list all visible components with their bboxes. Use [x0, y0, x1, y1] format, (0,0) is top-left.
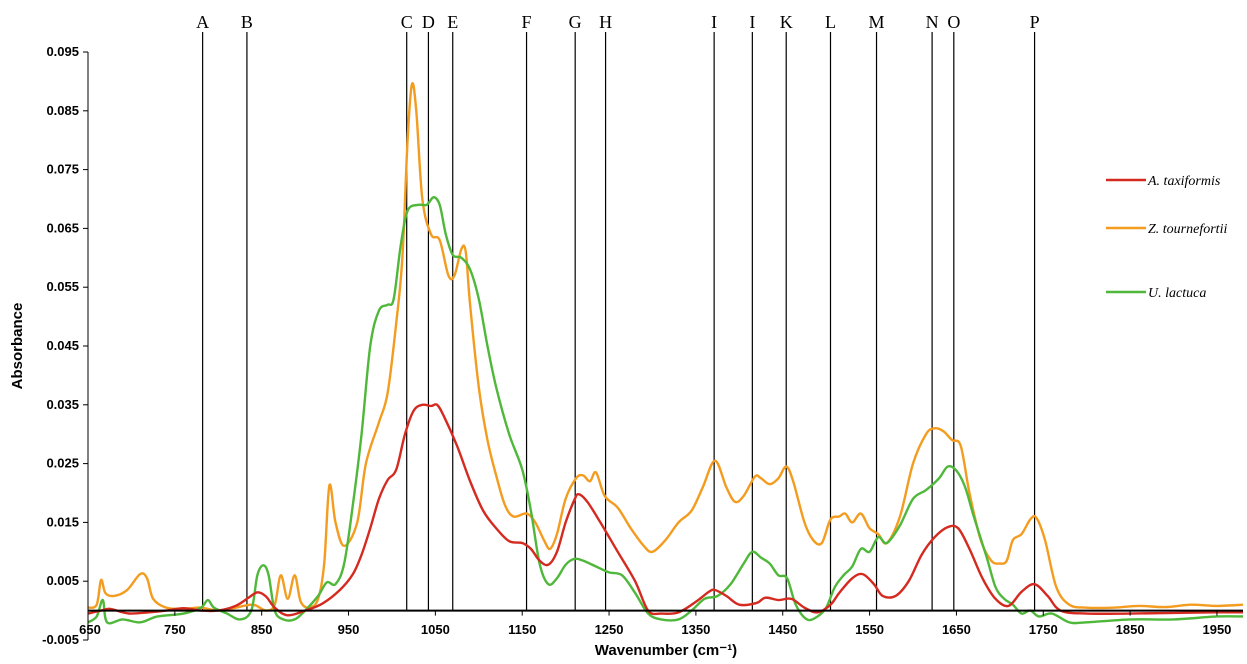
- legend: A. taxiformis Z. tournefortii U. lactuca: [1106, 174, 1227, 301]
- y-tick-label-3: 0.025: [46, 456, 79, 471]
- x-tick-label-4: 1050: [421, 622, 450, 637]
- y-tick-label-4: 0.035: [46, 397, 79, 412]
- x-tick-label-12: 1850: [1116, 622, 1145, 637]
- x-tick-label-1: 750: [164, 622, 186, 637]
- legend-label-0: A. taxiformis: [1147, 174, 1221, 189]
- marker-label-0: A: [196, 12, 209, 32]
- series-line-1: [87, 82, 1244, 612]
- legend-label-1: Z. tournefortii: [1148, 222, 1227, 237]
- x-tick-label-7: 1350: [681, 622, 710, 637]
- marker-label-14: O: [947, 12, 960, 32]
- x-tick-label-3: 950: [338, 622, 360, 637]
- axes: -0.005 0.005 0.015 0.025 0.035 0.045 0.055 0.06…: [42, 44, 1243, 647]
- x-axis-title: Wavenumber (cm⁻¹): [595, 642, 737, 659]
- x-tick-label-6: 1250: [595, 622, 624, 637]
- y-tick-label-10: 0.095: [46, 44, 79, 59]
- y-axis-title: Absorbance: [9, 303, 26, 390]
- y-tick-label-0: -0.005: [42, 632, 79, 647]
- x-tick-label-11: 1750: [1029, 622, 1058, 637]
- marker-label-15: P: [1030, 12, 1040, 32]
- x-tick-label-5: 1150: [508, 622, 536, 637]
- y-tick-label-2: 0.015: [46, 514, 79, 529]
- marker-label-5: F: [522, 12, 532, 32]
- marker-label-10: K: [780, 12, 793, 32]
- y-tick-label-1: 0.005: [46, 573, 79, 588]
- series-line-2: [87, 196, 1244, 625]
- marker-label-3: D: [422, 12, 435, 32]
- marker-label-2: C: [401, 12, 413, 32]
- y-tick-label-5: 0.045: [46, 338, 79, 353]
- x-tick-label-13: 1950: [1202, 622, 1231, 637]
- x-tick-label-8: 1450: [768, 622, 797, 637]
- x-tick-label-2: 850: [251, 622, 273, 637]
- marker-label-1: B: [241, 12, 253, 32]
- series-line-0: [87, 403, 1244, 617]
- x-tick-label-0: 650: [79, 622, 101, 637]
- marker-label-8: I: [711, 12, 717, 32]
- y-tick-label-6: 0.055: [46, 279, 79, 294]
- marker-label-12: M: [869, 12, 885, 32]
- marker-label-7: H: [599, 12, 612, 32]
- y-tick-label-9: 0.085: [46, 103, 79, 118]
- x-tick-label-10: 1650: [942, 622, 971, 637]
- marker-label-6: G: [569, 12, 582, 32]
- y-tick-label-8: 0.075: [46, 162, 79, 177]
- marker-label-4: E: [447, 12, 458, 32]
- y-tick-label-7: 0.065: [46, 220, 79, 235]
- marker-label-9: I: [749, 12, 755, 32]
- marker-label-11: L: [825, 12, 836, 32]
- marker-label-13: N: [926, 12, 939, 32]
- series-lines: [87, 82, 1244, 625]
- legend-label-2: U. lactuca: [1148, 286, 1206, 301]
- x-tick-label-9: 1550: [855, 622, 884, 637]
